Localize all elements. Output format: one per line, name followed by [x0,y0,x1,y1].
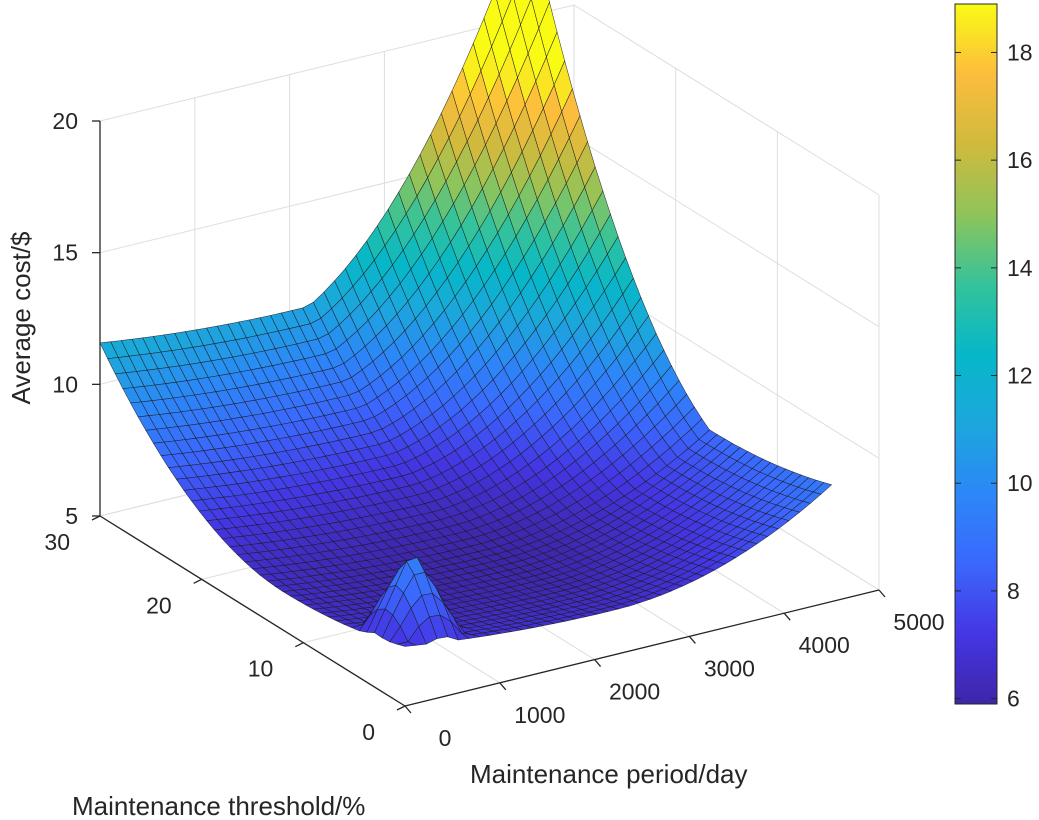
z-tick-label: 10 [52,371,78,397]
x-tick-mark [594,659,602,668]
x-tick-mark [499,682,507,691]
x-tick-label: 3000 [704,655,755,681]
colorbar-tick-label: 12 [1007,363,1033,389]
z-axis-label: Average cost/$ [6,231,36,405]
x-tick-label: 4000 [799,632,850,658]
x-tick-mark [783,612,791,621]
surface-mesh [99,0,833,647]
colorbar-tick-label: 14 [1007,255,1033,281]
colorbar: 6 8 10 12 14 16 18 [954,3,1033,712]
colorbar-tick-label: 6 [1007,686,1020,712]
x-tick-mark [878,589,886,598]
x-axis-line [404,589,880,707]
x-tick-mark [688,635,696,644]
axis-labels: Maintenance period/day Maintenance thres… [6,231,748,820]
y-tick-mark [193,578,202,584]
tick-labels: 0 1000 2000 3000 4000 5000 0 10 20 305 10 15 20 [44,108,944,751]
surface-cell [396,641,417,647]
y-axis-line [99,515,406,707]
colorbar-ticks: 6 8 10 12 14 16 18 [955,39,1033,712]
y-tick-mark [396,705,406,711]
z-tick-label: 5 [65,503,78,529]
x-tick-label: 5000 [893,609,944,635]
y-tick-label: 30 [44,529,70,555]
x-tick-label: 2000 [609,679,660,705]
y-tick-label: 10 [248,656,274,682]
z-tick-label: 20 [52,108,78,134]
x-tick-mark [404,705,412,714]
axis-lines [99,121,880,707]
x-tick-label: 1000 [514,702,565,728]
z-tick-label: 15 [52,240,78,266]
y-axis-label: Maintenance threshold/% [72,791,365,820]
y-tick-mark [295,642,304,648]
colorbar-tick-label: 10 [1007,470,1033,496]
y-tick-label: 20 [146,592,172,618]
colorbar-tick-label: 18 [1007,39,1033,65]
x-axis-label: Maintenance period/day [470,759,748,789]
colorbar-tick-label: 8 [1007,578,1020,604]
y-tick-label: 0 [362,719,375,745]
y-tick-mark [91,515,101,521]
x-tick-label: 0 [439,725,452,751]
colorbar-tick-label: 16 [1007,147,1033,173]
colorbar-fill [954,3,998,705]
